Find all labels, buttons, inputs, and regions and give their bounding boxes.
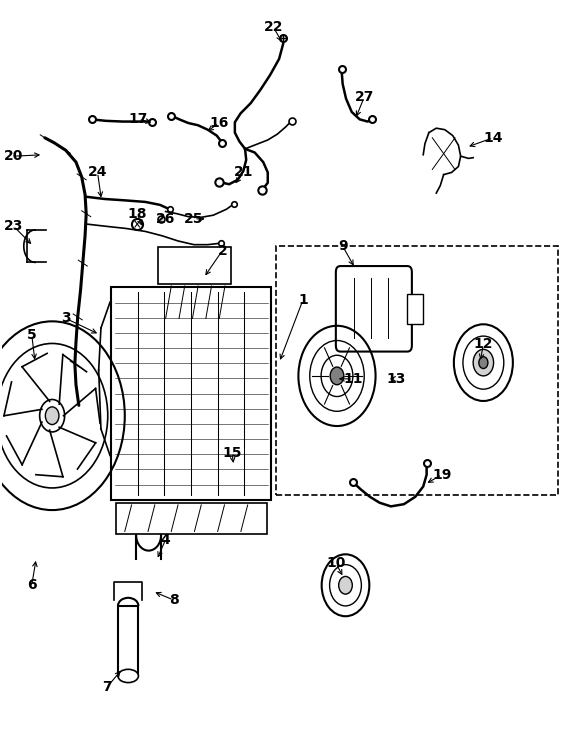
Text: 10: 10 <box>326 556 345 570</box>
Text: 27: 27 <box>355 90 374 104</box>
Circle shape <box>479 357 488 369</box>
Text: 8: 8 <box>168 593 179 607</box>
Text: 11: 11 <box>343 371 363 386</box>
Bar <box>111 287 271 500</box>
Text: 23: 23 <box>4 219 23 233</box>
Text: 22: 22 <box>264 20 283 34</box>
Ellipse shape <box>118 669 138 682</box>
Text: 18: 18 <box>127 206 147 221</box>
Text: 12: 12 <box>473 337 493 351</box>
Circle shape <box>39 400 65 432</box>
Text: 15: 15 <box>222 445 242 460</box>
Circle shape <box>330 367 344 385</box>
Text: 21: 21 <box>234 166 253 179</box>
Text: 13: 13 <box>387 371 406 386</box>
Text: 26: 26 <box>156 212 175 226</box>
Text: 6: 6 <box>27 578 37 592</box>
Text: 7: 7 <box>102 680 112 694</box>
Bar <box>276 246 558 495</box>
Text: 1: 1 <box>298 293 308 307</box>
Text: 17: 17 <box>128 112 148 127</box>
Circle shape <box>473 349 493 376</box>
Text: 9: 9 <box>338 239 348 253</box>
Text: 20: 20 <box>4 149 23 164</box>
Bar <box>407 294 423 323</box>
Bar <box>118 606 138 676</box>
FancyBboxPatch shape <box>336 266 412 352</box>
Text: 25: 25 <box>184 212 204 226</box>
Text: 24: 24 <box>88 166 107 179</box>
Bar <box>158 247 231 283</box>
Bar <box>116 502 267 534</box>
Text: 14: 14 <box>483 131 502 145</box>
Text: 3: 3 <box>61 312 71 326</box>
Text: 2: 2 <box>218 243 227 258</box>
Text: 16: 16 <box>210 116 228 130</box>
Text: 5: 5 <box>27 328 37 342</box>
Circle shape <box>45 407 59 425</box>
Text: 4: 4 <box>161 533 171 547</box>
Circle shape <box>339 576 352 594</box>
Text: 19: 19 <box>432 468 452 482</box>
